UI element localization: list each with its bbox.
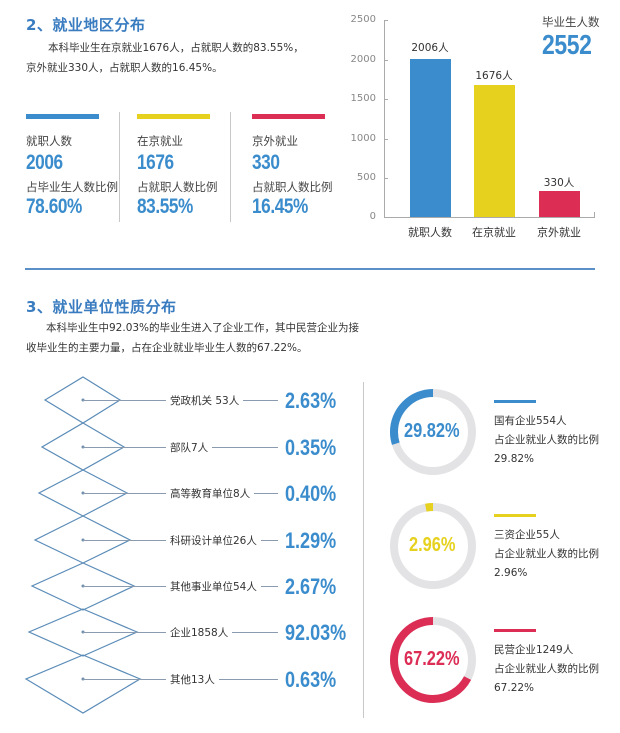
- employment-bar-chart: 2500 2000 1500 1000 500 0 2006人 1676人 33…: [0, 0, 620, 250]
- stat-color-bar: [26, 114, 99, 119]
- section-divider: [25, 268, 595, 270]
- unit-pct: 0.35%: [285, 435, 337, 460]
- donut-legend-line2: 占企业就业人数的比例: [494, 663, 599, 675]
- section3-para-line1: 本科毕业生中92.03%的毕业生进入了企业工作，其中民营企业为接: [46, 322, 360, 334]
- x-category-label: 京外就业: [537, 226, 581, 239]
- donut-center-label: 29.82%: [404, 420, 460, 442]
- unit-pct: 1.29%: [285, 528, 337, 553]
- unit-pct: 0.40%: [285, 481, 337, 506]
- stat-label: 就职人数: [26, 134, 72, 148]
- bar-data-label: 1676人: [475, 70, 513, 82]
- donut-legend-line3: 2.96%: [494, 567, 528, 579]
- section2-para-line2: 京外就业330人，占就职人数的16.45%。: [26, 62, 223, 74]
- unit-pct: 92.03%: [285, 620, 347, 645]
- donut-legend-line2: 占企业就业人数的比例: [494, 434, 599, 446]
- y-tick-mark: [384, 178, 388, 179]
- donut-legend-line3: 29.82%: [494, 453, 535, 465]
- donut-legend-bar: [494, 514, 536, 517]
- y-tick-mark: [384, 139, 388, 140]
- donut-state-owned: [390, 389, 476, 475]
- y-tick: 0: [369, 211, 376, 222]
- x-category-label: 就职人数: [408, 226, 452, 239]
- bar-outside-beijing: [539, 191, 580, 217]
- y-axis: [384, 20, 385, 218]
- y-tick-mark: [384, 20, 388, 21]
- y-tick: 1000: [350, 133, 376, 144]
- unit-label: 高等教育单位8人: [166, 486, 255, 501]
- x-axis-end-tick: [594, 212, 595, 218]
- unit-label: 部队7人: [166, 440, 213, 455]
- stat-value: 1676: [137, 151, 174, 174]
- unit-label: 其他事业单位54人: [166, 579, 261, 594]
- section3-para-line2: 收毕业生的主要力量，占在企业就业毕业生人数的67.22%。: [26, 342, 308, 354]
- stat-color-bar: [137, 114, 210, 119]
- stat-ratio-label: 占就职人数比例: [252, 180, 333, 194]
- bar-employed: [410, 59, 451, 217]
- donut-legend: 三资企业55人 占企业就业人数的比例 2.96%: [494, 526, 599, 583]
- stat-value: 330: [252, 151, 280, 174]
- stat-label: 京外就业: [252, 134, 298, 148]
- donut-legend: 国有企业554人 占企业就业人数的比例 29.82%: [494, 412, 599, 469]
- unit-pct: 0.63%: [285, 667, 337, 692]
- stat-ratio: 78.60%: [26, 195, 82, 218]
- stat-ratio-label: 占就职人数比例: [137, 180, 218, 194]
- donut-legend-line1: 三资企业55人: [494, 529, 560, 541]
- stat-value: 2006: [26, 151, 63, 174]
- unit-label: 企业1858人: [166, 625, 233, 640]
- unit-pct: 2.63%: [285, 388, 337, 413]
- unit-pct: 2.67%: [285, 574, 337, 599]
- graduates-label: 毕业生人数: [542, 15, 600, 29]
- stat-employed: 就职人数 2006 占毕业生人数比例 78.60%: [26, 114, 118, 224]
- y-tick: 1500: [350, 93, 376, 104]
- donut-legend-line3: 67.22%: [494, 682, 535, 694]
- donut-legend-bar: [494, 400, 536, 403]
- bar-data-label: 330人: [543, 177, 575, 189]
- donut-center-label: 2.96%: [409, 534, 456, 556]
- y-tick: 2000: [350, 54, 376, 65]
- unit-label: 其他13人: [166, 672, 219, 687]
- stat-beijing: 在京就业 1676 占就职人数比例 83.55%: [137, 114, 227, 224]
- stat-ratio: 83.55%: [137, 195, 193, 218]
- y-tick: 2500: [350, 14, 376, 25]
- donut-legend-line1: 国有企业554人: [494, 415, 567, 427]
- donut-legend-line1: 民营企业1249人: [494, 644, 574, 656]
- donut-legend-line2: 占企业就业人数的比例: [494, 548, 599, 560]
- stat-color-bar: [252, 114, 325, 119]
- unit-label: 科研设计单位26人: [166, 533, 261, 548]
- section2-para-line1: 本科毕业生在京就业1676人，占就职人数的83.55%，: [48, 42, 304, 54]
- bar-data-label: 2006人: [411, 42, 449, 54]
- stat-divider: [119, 112, 120, 222]
- stat-ratio: 16.45%: [252, 195, 308, 218]
- section2-title: 2、就业地区分布: [26, 16, 146, 34]
- bar-beijing: [474, 85, 515, 217]
- y-tick: 500: [356, 172, 376, 183]
- x-category-label: 在京就业: [472, 226, 516, 239]
- unit-label: 党政机关 53人: [166, 393, 244, 408]
- section3-divider: [363, 382, 364, 718]
- stat-divider: [230, 112, 231, 222]
- donut-private: [390, 617, 476, 703]
- donut-legend: 民营企业1249人 占企业就业人数的比例 67.22%: [494, 641, 599, 698]
- graduates-value: 2552: [542, 29, 592, 60]
- stat-outside-beijing: 京外就业 330 占就职人数比例 16.45%: [252, 114, 342, 224]
- y-tick-mark: [384, 60, 388, 61]
- stat-label: 在京就业: [137, 134, 183, 148]
- donut-foreign-invested: [390, 503, 476, 589]
- donut-center-label: 67.22%: [404, 648, 460, 670]
- stat-ratio-label: 占毕业生人数比例: [26, 180, 118, 194]
- section3-title: 3、就业单位性质分布: [26, 298, 177, 316]
- y-tick-mark: [384, 99, 388, 100]
- x-axis: [384, 217, 595, 218]
- donut-legend-bar: [494, 629, 536, 632]
